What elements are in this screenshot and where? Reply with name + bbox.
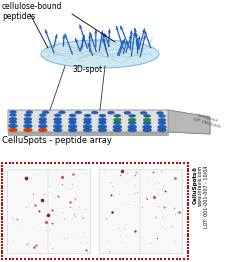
Text: CelluSpots®: CelluSpots® (193, 165, 198, 204)
Ellipse shape (84, 121, 92, 124)
Ellipse shape (24, 117, 32, 121)
Ellipse shape (113, 128, 122, 132)
Ellipse shape (42, 111, 49, 114)
Ellipse shape (84, 118, 92, 121)
Text: cellulose-bound
peptides: cellulose-bound peptides (2, 2, 62, 21)
Ellipse shape (8, 124, 18, 128)
Polygon shape (8, 132, 168, 135)
Ellipse shape (129, 114, 136, 117)
Ellipse shape (83, 128, 92, 132)
Ellipse shape (24, 120, 32, 124)
Ellipse shape (158, 128, 166, 132)
Ellipse shape (128, 121, 136, 124)
Ellipse shape (158, 121, 166, 125)
Bar (99, 169, 182, 253)
Ellipse shape (75, 111, 82, 114)
Ellipse shape (156, 112, 164, 114)
Ellipse shape (128, 128, 137, 132)
Ellipse shape (91, 111, 98, 114)
Ellipse shape (158, 118, 166, 122)
Ellipse shape (38, 124, 47, 128)
Ellipse shape (24, 128, 32, 132)
Ellipse shape (68, 124, 77, 128)
Ellipse shape (53, 128, 62, 132)
Ellipse shape (84, 114, 91, 117)
Ellipse shape (113, 118, 121, 122)
Ellipse shape (140, 111, 147, 114)
Ellipse shape (10, 113, 16, 117)
Ellipse shape (158, 125, 166, 129)
Ellipse shape (39, 114, 46, 117)
Ellipse shape (98, 125, 107, 129)
Ellipse shape (54, 121, 62, 124)
Text: CelluSpots - peptide array: CelluSpots - peptide array (2, 136, 112, 145)
Ellipse shape (24, 124, 32, 128)
Ellipse shape (53, 124, 62, 128)
Ellipse shape (99, 114, 106, 117)
Ellipse shape (142, 125, 152, 129)
Ellipse shape (68, 121, 76, 124)
Ellipse shape (142, 128, 152, 132)
Ellipse shape (9, 120, 17, 124)
Text: CelluSpots®
LOT: 18602-005: CelluSpots® LOT: 18602-005 (192, 113, 222, 129)
Ellipse shape (114, 114, 121, 117)
Ellipse shape (144, 114, 150, 117)
Ellipse shape (143, 118, 151, 122)
Ellipse shape (83, 124, 92, 128)
Ellipse shape (10, 111, 16, 113)
Ellipse shape (128, 118, 136, 122)
Ellipse shape (98, 118, 106, 121)
Ellipse shape (113, 121, 121, 124)
Ellipse shape (58, 111, 66, 114)
Ellipse shape (39, 117, 47, 121)
Ellipse shape (26, 111, 33, 114)
Ellipse shape (158, 114, 166, 117)
Bar (2, 163, 188, 259)
Ellipse shape (8, 128, 18, 132)
Text: LOT: 001-001-007 - 10/04: LOT: 001-001-007 - 10/04 (203, 165, 208, 227)
Ellipse shape (68, 128, 77, 132)
Text: 3D-spot: 3D-spot (72, 65, 102, 74)
Text: www.intavis.com: www.intavis.com (198, 165, 203, 206)
Polygon shape (8, 110, 210, 134)
Ellipse shape (98, 128, 107, 132)
Ellipse shape (9, 117, 17, 121)
Ellipse shape (108, 111, 114, 114)
Ellipse shape (41, 40, 159, 68)
Polygon shape (168, 110, 210, 134)
Ellipse shape (68, 118, 76, 121)
Ellipse shape (124, 111, 131, 114)
Ellipse shape (128, 125, 137, 129)
Ellipse shape (38, 128, 47, 132)
Ellipse shape (54, 118, 62, 121)
Ellipse shape (24, 114, 32, 117)
Ellipse shape (69, 114, 76, 117)
Ellipse shape (54, 114, 61, 117)
Ellipse shape (39, 121, 47, 124)
Ellipse shape (98, 121, 106, 124)
Ellipse shape (143, 121, 151, 125)
Ellipse shape (113, 125, 122, 129)
Bar (7, 169, 90, 253)
